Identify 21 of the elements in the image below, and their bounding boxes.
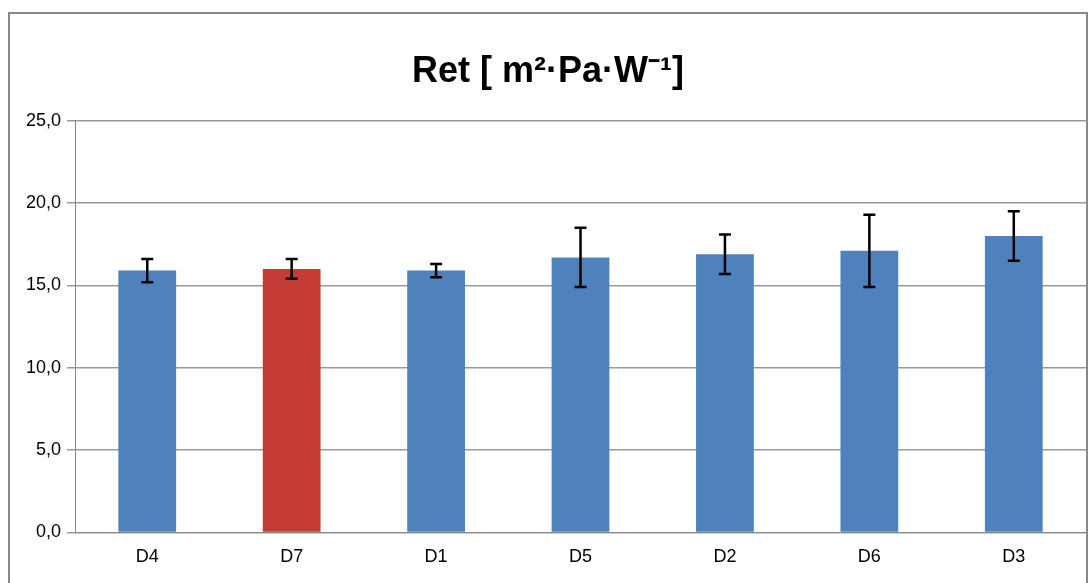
- y-tick-label: 25,0: [25, 109, 62, 130]
- y-tick-label: 20,0: [25, 192, 62, 213]
- y-tick-label: 15,0: [25, 274, 62, 295]
- bar: [262, 268, 321, 532]
- x-tick-label: D7: [280, 546, 304, 567]
- bar: [840, 250, 899, 532]
- chart-title: Ret [ m²·Pa·W⁻¹]: [411, 48, 685, 92]
- y-tick-label: 5,0: [36, 439, 62, 460]
- x-tick-label: D1: [424, 546, 448, 567]
- x-tick-label: D6: [857, 546, 881, 567]
- bar: [984, 236, 1043, 532]
- x-tick-label: D3: [1002, 546, 1026, 567]
- y-tick-label: 10,0: [25, 356, 62, 377]
- x-tick-label: D2: [713, 546, 737, 567]
- bar: [696, 254, 754, 532]
- y-tick-label: 0,0: [36, 521, 62, 542]
- x-tick-label: D5: [569, 546, 593, 567]
- bar: [118, 270, 177, 532]
- x-tick-label: D4: [135, 546, 159, 567]
- bar: [407, 270, 465, 532]
- bar: [551, 257, 610, 532]
